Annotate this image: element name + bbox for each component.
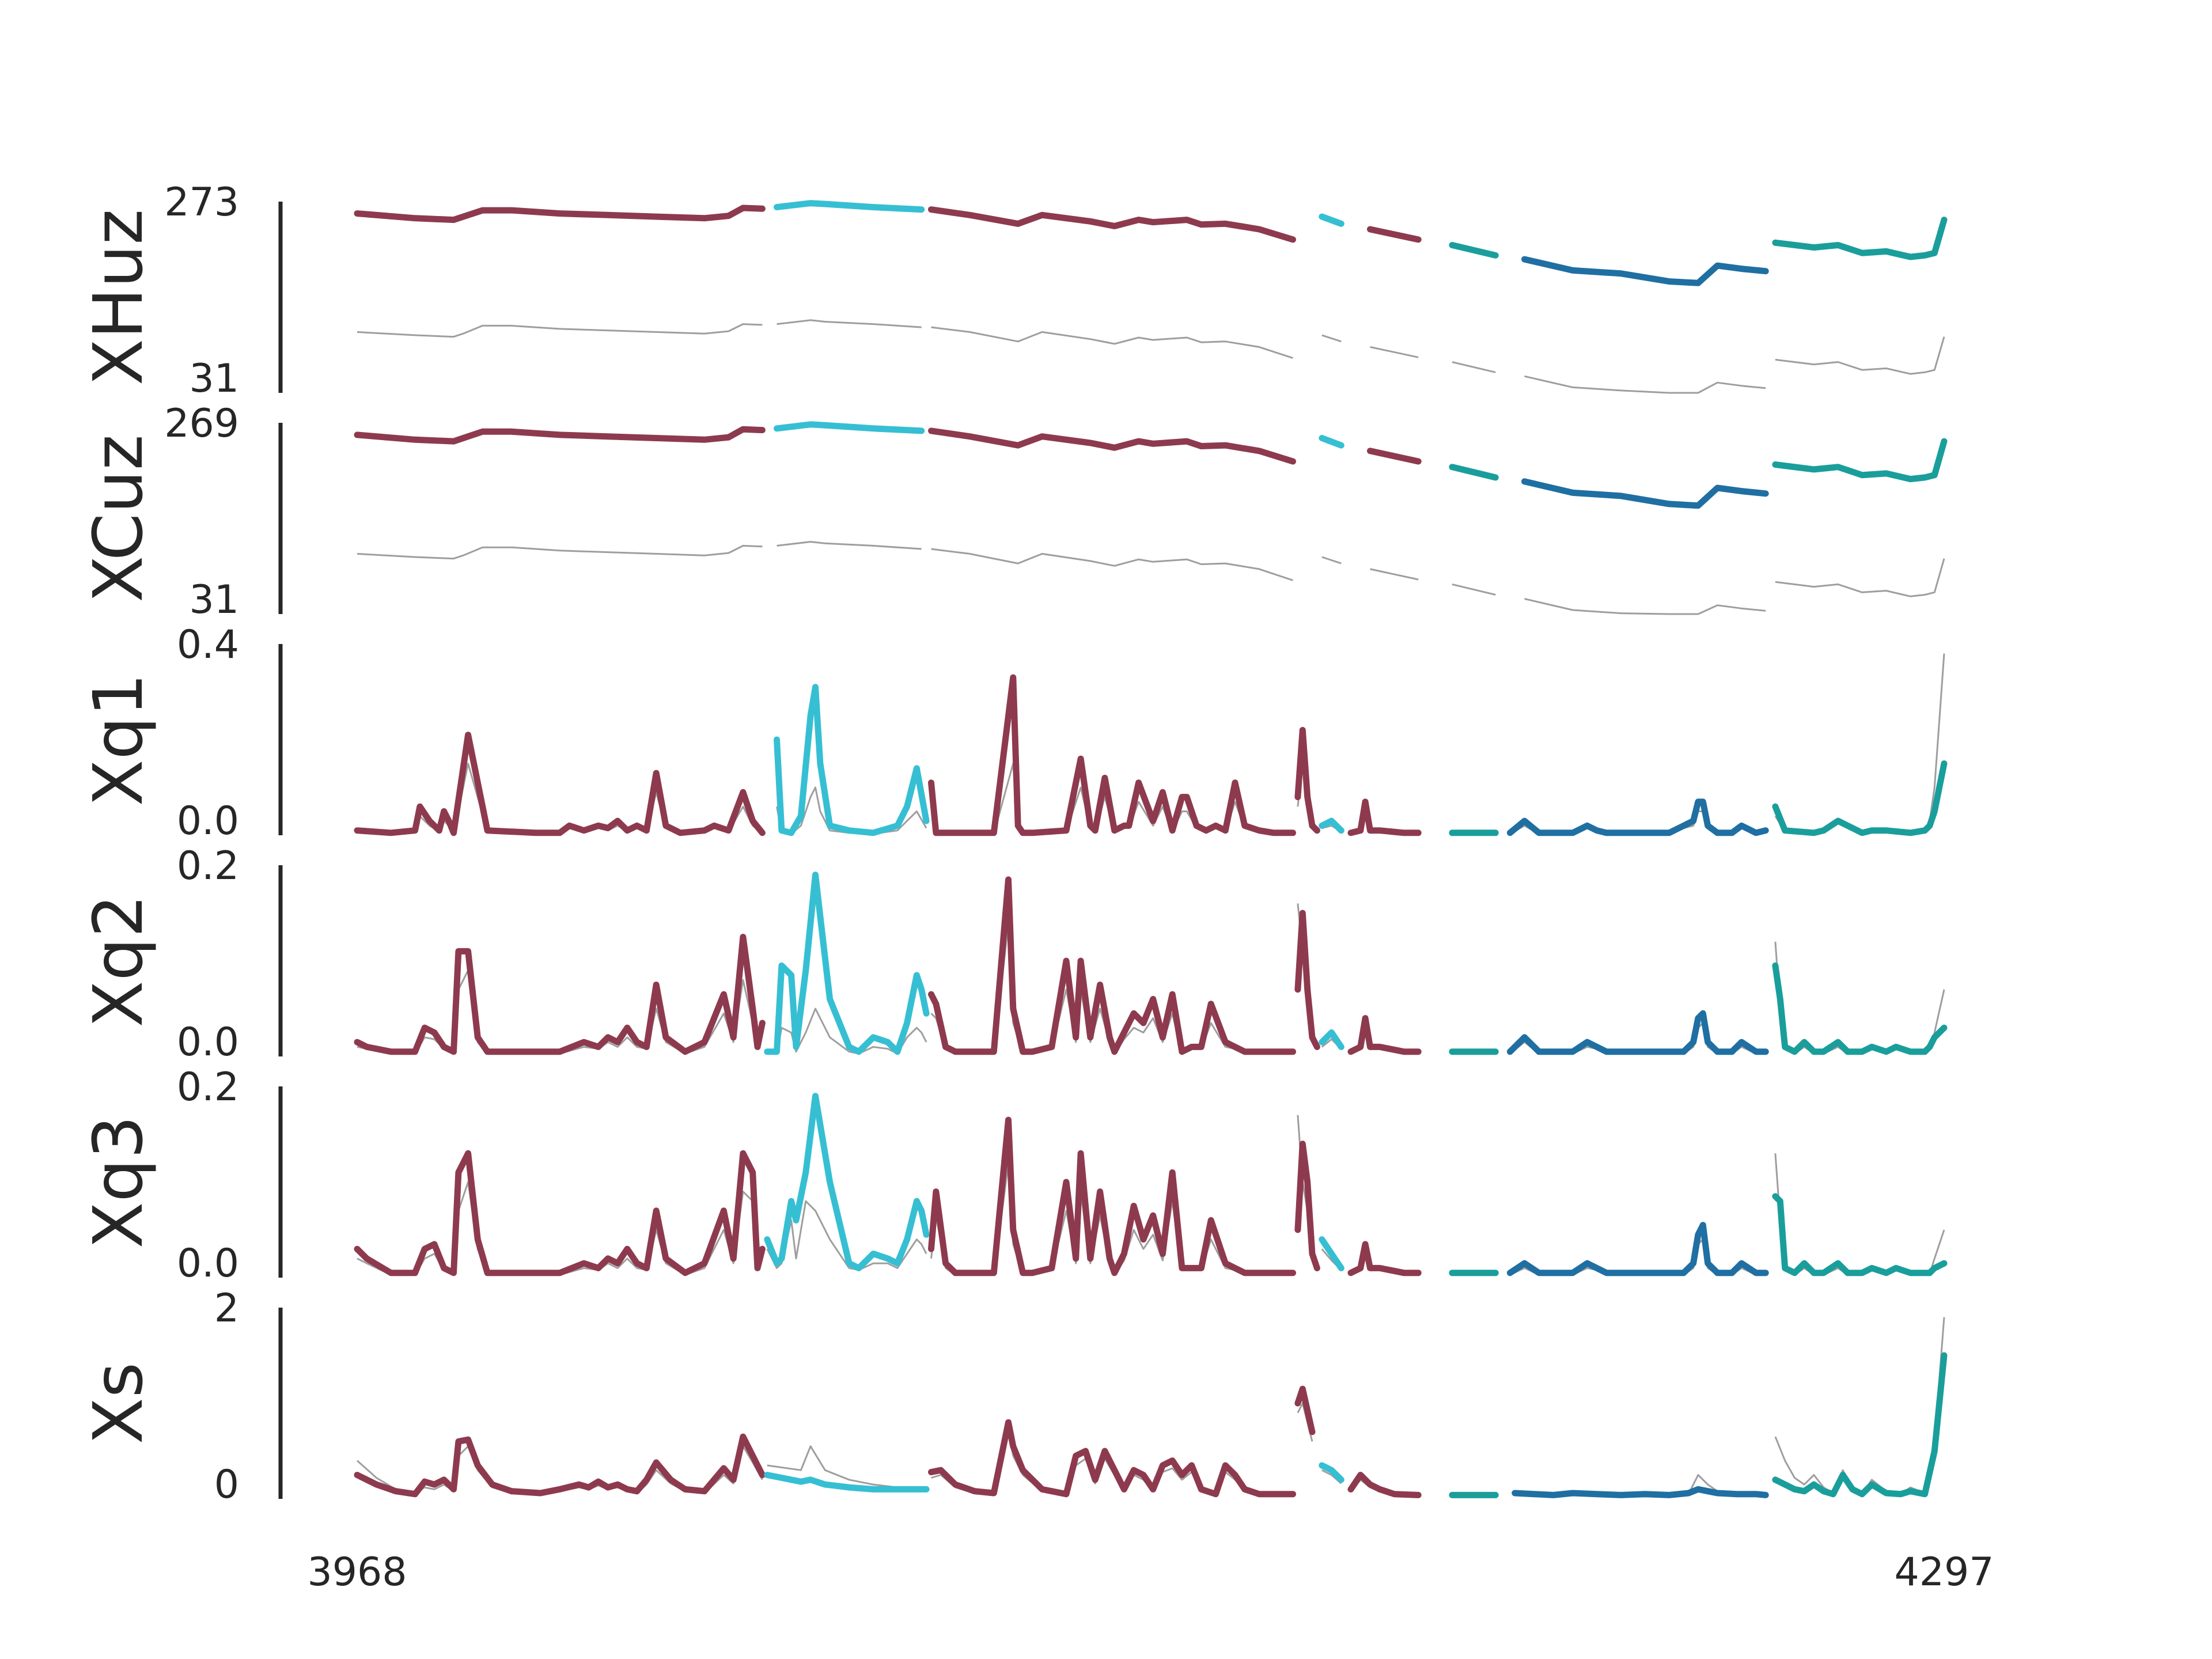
series-line-segment xyxy=(1367,226,1422,243)
panel-xq3: Xq3 0.2 0.0 xyxy=(78,1065,1948,1286)
series-line-segment xyxy=(1506,798,1769,836)
reference-line-segment xyxy=(1509,1238,1766,1276)
reference-line-segment xyxy=(1775,336,1945,375)
reference-line-segment xyxy=(931,326,1293,359)
series-line-segment xyxy=(1772,1193,1948,1277)
series-line-segment xyxy=(1772,760,1948,836)
series-line-segment xyxy=(1521,256,1769,286)
series-line-segment xyxy=(354,934,766,1055)
series-line-segment xyxy=(1319,817,1344,834)
panel-label: XCuz xyxy=(78,434,158,602)
reference-line-segment xyxy=(1524,598,1766,615)
series-line-segment xyxy=(1347,1015,1422,1055)
y-tick-label-top: 273 xyxy=(164,180,239,225)
panels-layer: XHuz27331XCuz26931Xq10.40.0Xq20.20.0Xq30… xyxy=(78,180,1948,1508)
reference-line-segment xyxy=(931,548,1293,581)
y-tick-label-bottom: 31 xyxy=(189,356,239,402)
panel-label: Xq2 xyxy=(78,895,158,1028)
series-line-segment xyxy=(764,1472,930,1493)
y-tick-label-top: 0.4 xyxy=(177,622,239,668)
y-tick-label-bottom: 0.0 xyxy=(177,1241,239,1286)
y-tick-label-top: 0.2 xyxy=(177,843,239,889)
reference-line-segment xyxy=(777,319,922,328)
y-tick-label-bottom: 0.0 xyxy=(177,1020,239,1065)
series-line-segment xyxy=(354,1433,766,1498)
y-tick-label-top: 2 xyxy=(214,1286,239,1331)
y-tick-label-top: 269 xyxy=(164,401,239,446)
reference-line-segment xyxy=(777,541,922,550)
reference-line-segment xyxy=(1774,1153,1945,1276)
reference-line-segment xyxy=(357,544,763,560)
series-line-segment xyxy=(354,204,766,224)
series-line-segment xyxy=(764,872,930,1055)
series-line-segment xyxy=(928,674,1296,836)
series-line-segment xyxy=(354,426,766,445)
series-line-segment xyxy=(1294,1385,1316,1435)
x-axis: 3968 4297 xyxy=(307,1550,1994,1595)
panel-label: Xq1 xyxy=(78,673,158,806)
reference-line-segment xyxy=(767,1007,927,1055)
series-line-segment xyxy=(1772,962,1948,1055)
series-line-segment xyxy=(1449,242,1499,259)
series-line-segment xyxy=(1506,1222,1769,1277)
series-line-segment xyxy=(1319,213,1344,227)
series-line-segment xyxy=(1319,1236,1344,1271)
series-line-segment xyxy=(774,200,925,213)
series-line-segment xyxy=(1294,910,1320,1050)
series-line-segment xyxy=(1319,1462,1344,1483)
series-line-segment xyxy=(354,1150,766,1277)
series-line-segment xyxy=(764,1093,930,1271)
series-line-segment xyxy=(774,684,930,836)
x-tick-label-start: 3968 xyxy=(307,1550,407,1595)
series-line-segment xyxy=(1521,478,1769,509)
x-tick-label-end: 4297 xyxy=(1894,1550,1994,1595)
series-line-segment xyxy=(354,732,766,836)
series-line-segment xyxy=(1772,438,1948,483)
reference-line-segment xyxy=(1775,558,1945,597)
series-line-segment xyxy=(1347,1241,1422,1277)
series-line-segment xyxy=(1319,435,1344,449)
series-line-segment xyxy=(1449,464,1499,481)
reference-line-segment xyxy=(1774,941,1945,1055)
series-line-segment xyxy=(1319,1029,1344,1050)
reference-line-segment xyxy=(1774,653,1945,835)
series-line-segment xyxy=(1772,1352,1948,1498)
series-line-segment xyxy=(1294,1141,1320,1271)
series-line-segment xyxy=(928,206,1296,243)
series-line-segment xyxy=(774,421,925,434)
series-line-segment xyxy=(1347,798,1422,836)
series-line-segment xyxy=(928,1116,1296,1277)
reference-line-segment xyxy=(1321,334,1342,343)
series-line-segment xyxy=(928,427,1296,465)
y-tick-label-bottom: 31 xyxy=(189,577,239,623)
series-line-segment xyxy=(1772,217,1948,260)
reference-line-segment xyxy=(1774,1317,1945,1495)
panel-xs: Xs 2 0 xyxy=(78,1286,1948,1508)
reference-line-segment xyxy=(1370,568,1419,581)
panel-xq1: Xq1 0.4 0.0 xyxy=(78,622,1948,844)
reference-line-segment xyxy=(1370,346,1419,358)
panel-xq2: Xq2 0.2 0.0 xyxy=(78,843,1948,1065)
reference-line-segment xyxy=(1452,361,1496,373)
series-line-segment xyxy=(1294,726,1320,834)
y-tick-label-bottom: 0.0 xyxy=(177,798,239,844)
series-line-segment xyxy=(1367,448,1422,465)
y-tick-label-top: 0.2 xyxy=(177,1065,239,1110)
series-line-segment xyxy=(1512,1486,1769,1498)
series-line-segment xyxy=(928,1419,1296,1498)
reference-line-segment xyxy=(1452,583,1496,596)
series-line-segment xyxy=(1347,1472,1422,1498)
series-line-segment xyxy=(928,876,1296,1055)
series-line-segment xyxy=(1506,1010,1769,1055)
y-tick-label-bottom: 0 xyxy=(214,1462,239,1508)
panel-label: Xs xyxy=(78,1362,158,1444)
reference-line-segment xyxy=(357,323,763,338)
reference-line-segment xyxy=(1321,556,1342,565)
reference-line-segment xyxy=(1524,375,1766,394)
panel-label: Xq3 xyxy=(78,1116,158,1249)
panel-label: XHuz xyxy=(78,209,158,385)
